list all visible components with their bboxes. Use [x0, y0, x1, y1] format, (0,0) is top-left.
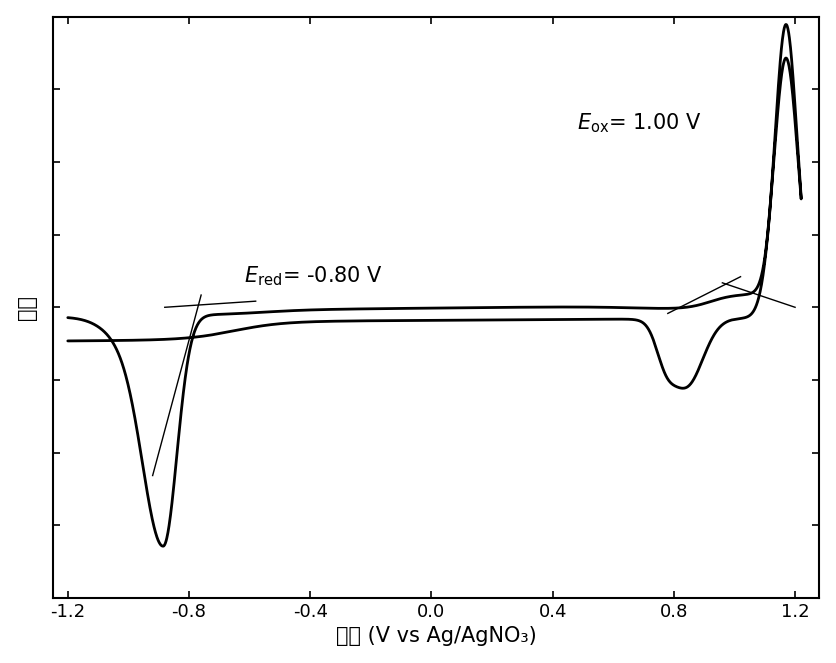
Text: $E_{\rm red}$= -0.80 V: $E_{\rm red}$= -0.80 V: [243, 265, 382, 288]
Y-axis label: 电流: 电流: [17, 295, 37, 320]
Text: $E_{\rm ox}$= 1.00 V: $E_{\rm ox}$= 1.00 V: [577, 112, 701, 135]
X-axis label: 电压 (V vs Ag/AgNO₃): 电压 (V vs Ag/AgNO₃): [335, 627, 537, 646]
